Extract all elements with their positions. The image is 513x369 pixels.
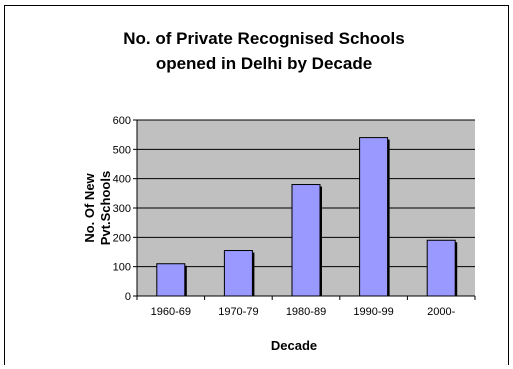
y-tick-label-0: 0 [125, 291, 131, 303]
chart-title-line-1: No. of Private Recognised Schools [123, 29, 405, 48]
bar-0 [156, 263, 186, 297]
x-tick-label-0: 1960-69 [151, 306, 191, 318]
y-axis-title-line-1: No. Of New [82, 172, 97, 242]
bar-1 [223, 250, 253, 297]
bar-2 [291, 184, 321, 297]
y-tick-label-3: 300 [113, 203, 131, 215]
x-tick-labels: 1960-69 1970-79 1980-89 1990-99 2000- [151, 306, 456, 318]
x-tick-label-2: 1980-89 [286, 306, 326, 318]
y-tick-label-4: 400 [113, 174, 131, 186]
y-tick-label-1: 100 [113, 262, 131, 274]
axes [133, 119, 476, 300]
bar-3 [359, 137, 389, 297]
x-axis-title: Decade [271, 338, 317, 353]
y-tick-label-5: 500 [113, 144, 131, 156]
y-tick-labels: 0 100 200 300 400 500 600 [113, 115, 131, 303]
x-tick-label-1: 1970-79 [218, 306, 258, 318]
bars [156, 137, 458, 297]
chart-title-line-2: opened in Delhi by Decade [156, 54, 372, 73]
y-tick-label-6: 600 [113, 115, 131, 127]
bar-4 [426, 239, 456, 297]
chart-frame [4, 5, 509, 365]
x-tick-label-4: 2000- [427, 306, 455, 318]
x-tick-label-3: 1990-99 [353, 306, 393, 318]
y-tick-label-2: 200 [113, 232, 131, 244]
y-axis-title-line-2: Pvt.Schools [98, 171, 113, 245]
